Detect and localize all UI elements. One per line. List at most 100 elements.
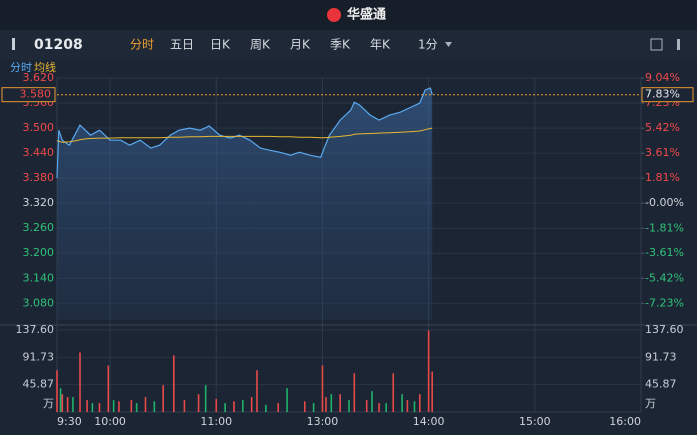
x-tick-label: 14:00 [413, 415, 445, 428]
volume-bar [250, 397, 253, 412]
vol-tick-label: 45.87 [23, 378, 55, 391]
volume-bar [144, 397, 147, 412]
vol-unit: 万 [645, 397, 656, 410]
last-change-box [641, 87, 694, 103]
volume-bar [277, 403, 280, 412]
series-line [56, 87, 433, 179]
collapse-icon[interactable] [677, 39, 680, 50]
volume-bar [418, 394, 421, 412]
y-tick-label: 3.440 [23, 146, 55, 159]
volume-bar [365, 400, 368, 412]
x-tick-label: 15:00 [519, 415, 551, 428]
vol-tick-label: 45.87 [645, 378, 677, 391]
plot: 3.6203.5603.5003.4403.3803.3203.2603.200… [0, 71, 697, 428]
volume-bar [135, 403, 138, 412]
y2-tick-label: 5.42% [645, 121, 680, 134]
last-price-label: 3.580 [20, 88, 52, 101]
tab[interactable]: 年K [370, 38, 391, 52]
volume-bar [224, 403, 226, 412]
volume-bar [56, 370, 58, 412]
y-tick-label: 3.080 [23, 296, 55, 309]
y-tick-label: 3.620 [23, 71, 55, 84]
volume-bar [353, 373, 356, 412]
volume-bar [183, 400, 186, 412]
vol-tick-label: 91.73 [645, 350, 677, 363]
y2-tick-label: 1.81% [645, 171, 680, 184]
volume-bar [118, 401, 120, 412]
volume-bar [385, 403, 387, 412]
volume-bar [321, 365, 324, 412]
header-bar [0, 0, 697, 30]
tab[interactable]: 月K [290, 38, 311, 52]
volume-bar [59, 388, 62, 412]
vol-tick-label: 91.73 [23, 350, 55, 363]
x-tick-label: 11:00 [200, 415, 232, 428]
price-area [57, 88, 433, 320]
volume-bar [91, 403, 94, 412]
fullscreen-icon[interactable] [650, 38, 663, 51]
vol-tick-label: 137.60 [645, 323, 684, 336]
y-tick-label: 3.320 [23, 196, 55, 209]
y-tick-label: 3.380 [23, 171, 55, 184]
volume-bar [312, 403, 315, 412]
volume-bar [162, 385, 164, 412]
x-tick-label: 10:00 [94, 415, 126, 428]
y2-tick-label: -3.61% [645, 246, 684, 259]
brand: 华盛通 [347, 7, 386, 23]
volume-bar [242, 400, 244, 412]
volume-bar [79, 352, 81, 412]
logo-icon [327, 8, 341, 22]
volume-bar [112, 400, 115, 412]
volume-bar [197, 394, 200, 412]
volume-bar [427, 330, 430, 412]
volume-bar [86, 400, 88, 412]
volume-bar [130, 400, 133, 412]
volume-bar [392, 373, 395, 412]
volume-bar [265, 404, 267, 412]
volume-bar [406, 400, 409, 412]
stock-code: 01208 [34, 37, 83, 53]
y2-tick-label: -5.42% [645, 271, 684, 284]
volume-bar [107, 365, 110, 412]
y2-tick-label: -7.23% [645, 296, 684, 309]
x-tick-label: 13:00 [307, 415, 339, 428]
volume-bar [339, 394, 341, 412]
volume-bar [61, 394, 64, 412]
series-line [56, 127, 433, 143]
legend-entry: 均线 [34, 60, 56, 74]
y-tick-label: 3.200 [23, 246, 55, 259]
volume-bar [66, 397, 69, 412]
volume-bar [413, 401, 416, 412]
volume-bar [325, 397, 327, 412]
volume-bar [72, 397, 74, 412]
volume-bar [286, 388, 288, 412]
volume-bar [256, 370, 258, 412]
y-tick-label: 3.260 [23, 221, 55, 234]
y2-tick-label: 9.04% [645, 71, 680, 84]
vol-tick-label: 137.60 [16, 323, 55, 336]
volume-bar [378, 403, 380, 412]
x-tick-label: 16:00 [609, 415, 641, 428]
tab[interactable]: 周K [250, 38, 271, 52]
volume-bar [215, 398, 218, 412]
tab[interactable]: 分时 [130, 38, 154, 52]
volume-bar [431, 371, 433, 412]
toolbar [0, 30, 697, 60]
y-tick-label: 3.500 [23, 121, 55, 134]
volume-bar [401, 394, 403, 412]
y2-tick-label: 3.61% [645, 146, 680, 159]
last-price-box [1, 87, 56, 103]
volume-bar [330, 394, 333, 412]
vol-unit: 万 [43, 397, 54, 410]
legend-entry: 分时 [10, 61, 32, 74]
tab[interactable]: 日K [210, 38, 231, 52]
tab[interactable]: 1分 [418, 38, 438, 52]
last-change-label: 7.83% [645, 88, 680, 101]
tab[interactable]: 五日 [170, 38, 194, 52]
tab[interactable]: 季K [330, 38, 351, 52]
back-icon[interactable] [12, 38, 15, 50]
dropdown-icon[interactable] [445, 42, 452, 47]
volume-bar [204, 385, 207, 412]
volume-bar [233, 401, 235, 412]
